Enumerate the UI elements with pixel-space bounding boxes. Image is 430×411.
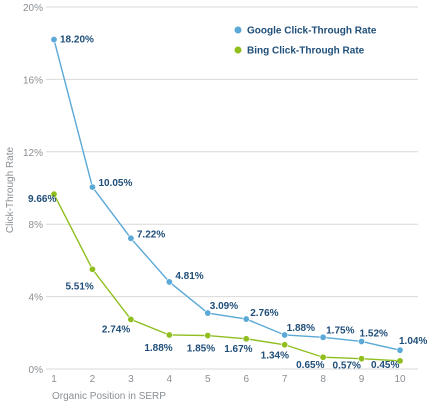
data-point-bing[interactable] <box>204 332 212 340</box>
x-tick-label: 8 <box>320 374 326 385</box>
data-point-google[interactable] <box>127 234 135 242</box>
data-point-bing[interactable] <box>165 331 173 339</box>
data-label-bing: 1.88% <box>144 343 172 354</box>
data-label-google: 1.52% <box>360 328 388 339</box>
data-label-bing: 0.57% <box>333 361 361 372</box>
y-tick-label: 16% <box>23 75 43 86</box>
data-point-google[interactable] <box>281 331 289 339</box>
data-label-google: 10.05% <box>98 178 132 189</box>
x-tick-label: 7 <box>282 374 288 385</box>
data-point-google[interactable] <box>165 278 173 286</box>
data-label-bing: 0.65% <box>296 360 324 371</box>
data-label-bing: 1.85% <box>187 344 215 355</box>
data-label-google: 1.75% <box>326 325 354 336</box>
data-point-bing[interactable] <box>358 355 366 363</box>
series <box>50 36 404 365</box>
legend-marker-bing <box>234 46 242 54</box>
legend: Google Click-Through Rate Bing Click-Thr… <box>234 26 377 57</box>
x-tick-label: 9 <box>359 374 365 385</box>
legend-label-google: Google Click-Through Rate <box>247 26 377 37</box>
data-label-bing: 2.74% <box>102 324 130 335</box>
data-point-bing[interactable] <box>281 341 289 349</box>
data-point-bing[interactable] <box>88 265 96 273</box>
data-label-google: 2.76% <box>250 308 278 319</box>
data-label-google: 4.81% <box>175 271 203 282</box>
axes: 0% 4% 8% 12% 16% 20% 1 2 3 4 5 6 7 8 9 10 <box>23 3 406 385</box>
data-point-google[interactable] <box>204 309 212 317</box>
x-tick-label: 2 <box>90 374 96 385</box>
data-point-google[interactable] <box>319 333 327 341</box>
data-label-google: 18.20% <box>60 35 94 46</box>
data-label-bing: 1.34% <box>261 351 289 362</box>
gridlines <box>46 6 418 370</box>
data-point-bing[interactable] <box>50 190 58 198</box>
legend-label-bing: Bing Click-Through Rate <box>247 46 365 57</box>
data-point-google[interactable] <box>50 36 58 44</box>
y-tick-label: 20% <box>23 3 43 14</box>
data-point-google[interactable] <box>88 183 96 191</box>
data-point-google[interactable] <box>242 315 250 323</box>
x-tick-label: 10 <box>394 374 406 385</box>
legend-item-bing[interactable]: Bing Click-Through Rate <box>234 46 365 57</box>
data-point-bing[interactable] <box>127 315 135 323</box>
y-tick-label: 8% <box>29 220 44 231</box>
data-labels: 18.20% 10.05% 7.22% 4.81% 3.09% 2.76% 1.88% 1.7… <box>28 35 427 372</box>
series-line-bing <box>53 193 401 362</box>
y-axis-title: Click-Through Rate <box>5 146 16 233</box>
data-label-google: 7.22% <box>137 229 165 240</box>
x-tick-label: 5 <box>205 374 211 385</box>
data-point-bing[interactable] <box>319 353 327 361</box>
data-point-google[interactable] <box>396 346 404 354</box>
y-tick-label: 4% <box>29 293 44 304</box>
data-point-bing[interactable] <box>396 357 404 365</box>
y-tick-label: 12% <box>23 148 43 159</box>
y-tick-label: 0% <box>29 365 44 376</box>
data-label-bing: 1.67% <box>224 344 252 355</box>
series-line-google <box>53 39 401 351</box>
x-tick-label: 3 <box>128 374 134 385</box>
data-label-google: 3.09% <box>210 301 238 312</box>
data-label-bing: 5.51% <box>65 281 93 292</box>
data-label-bing: 9.66% <box>28 194 56 205</box>
legend-item-google[interactable]: Google Click-Through Rate <box>234 26 377 37</box>
x-tick-label: 6 <box>243 374 249 385</box>
data-label-bing: 0.45% <box>371 360 399 371</box>
x-axis-title: Organic Position in SERP <box>52 391 166 402</box>
data-label-google: 1.04% <box>399 336 427 347</box>
data-point-google[interactable] <box>358 337 366 345</box>
data-point-bing[interactable] <box>242 335 250 343</box>
data-label-google: 1.88% <box>287 323 315 334</box>
x-tick-label: 1 <box>51 374 57 385</box>
x-tick-label: 4 <box>167 374 173 385</box>
legend-marker-google <box>234 26 242 34</box>
